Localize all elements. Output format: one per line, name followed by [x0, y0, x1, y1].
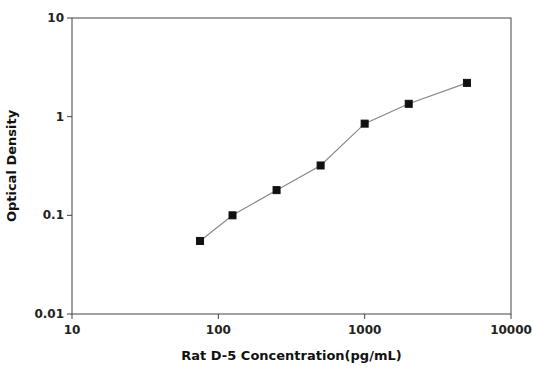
- plot-frame: [72, 18, 511, 314]
- x-tick: [364, 314, 365, 319]
- plot-area: [197, 79, 471, 244]
- y-tick-label: 1: [56, 110, 64, 124]
- x-axis-label: Rat D-5 Concentration(pg/mL): [181, 348, 401, 363]
- y-tick-label: 10: [47, 11, 64, 25]
- x-tick-label: 10000: [490, 323, 532, 337]
- data-point: [273, 187, 280, 194]
- y-tick-label: 0.1: [43, 208, 64, 222]
- x-tick-label: 10: [64, 323, 81, 337]
- data-point: [197, 237, 204, 244]
- y-tick-label: 0.01: [34, 307, 64, 321]
- data-point: [463, 79, 470, 86]
- y-tick: [67, 215, 72, 216]
- y-tick: [67, 18, 72, 19]
- x-tick: [511, 314, 512, 319]
- data-point: [405, 100, 412, 107]
- data-point: [317, 162, 324, 169]
- data-line: [200, 83, 467, 241]
- x-tick-label: 100: [206, 323, 231, 337]
- y-axis-label: Optical Density: [4, 109, 19, 222]
- x-tick: [72, 314, 73, 319]
- chart: 10 100 1000 10000 0.01 0.1 1 10 Rat D-5 Concentr…: [0, 0, 533, 372]
- x-tick-label: 1000: [348, 323, 381, 337]
- data-point: [361, 120, 368, 127]
- y-tick: [67, 314, 72, 315]
- y-tick: [67, 116, 72, 117]
- data-point: [229, 212, 236, 219]
- x-tick: [218, 314, 219, 319]
